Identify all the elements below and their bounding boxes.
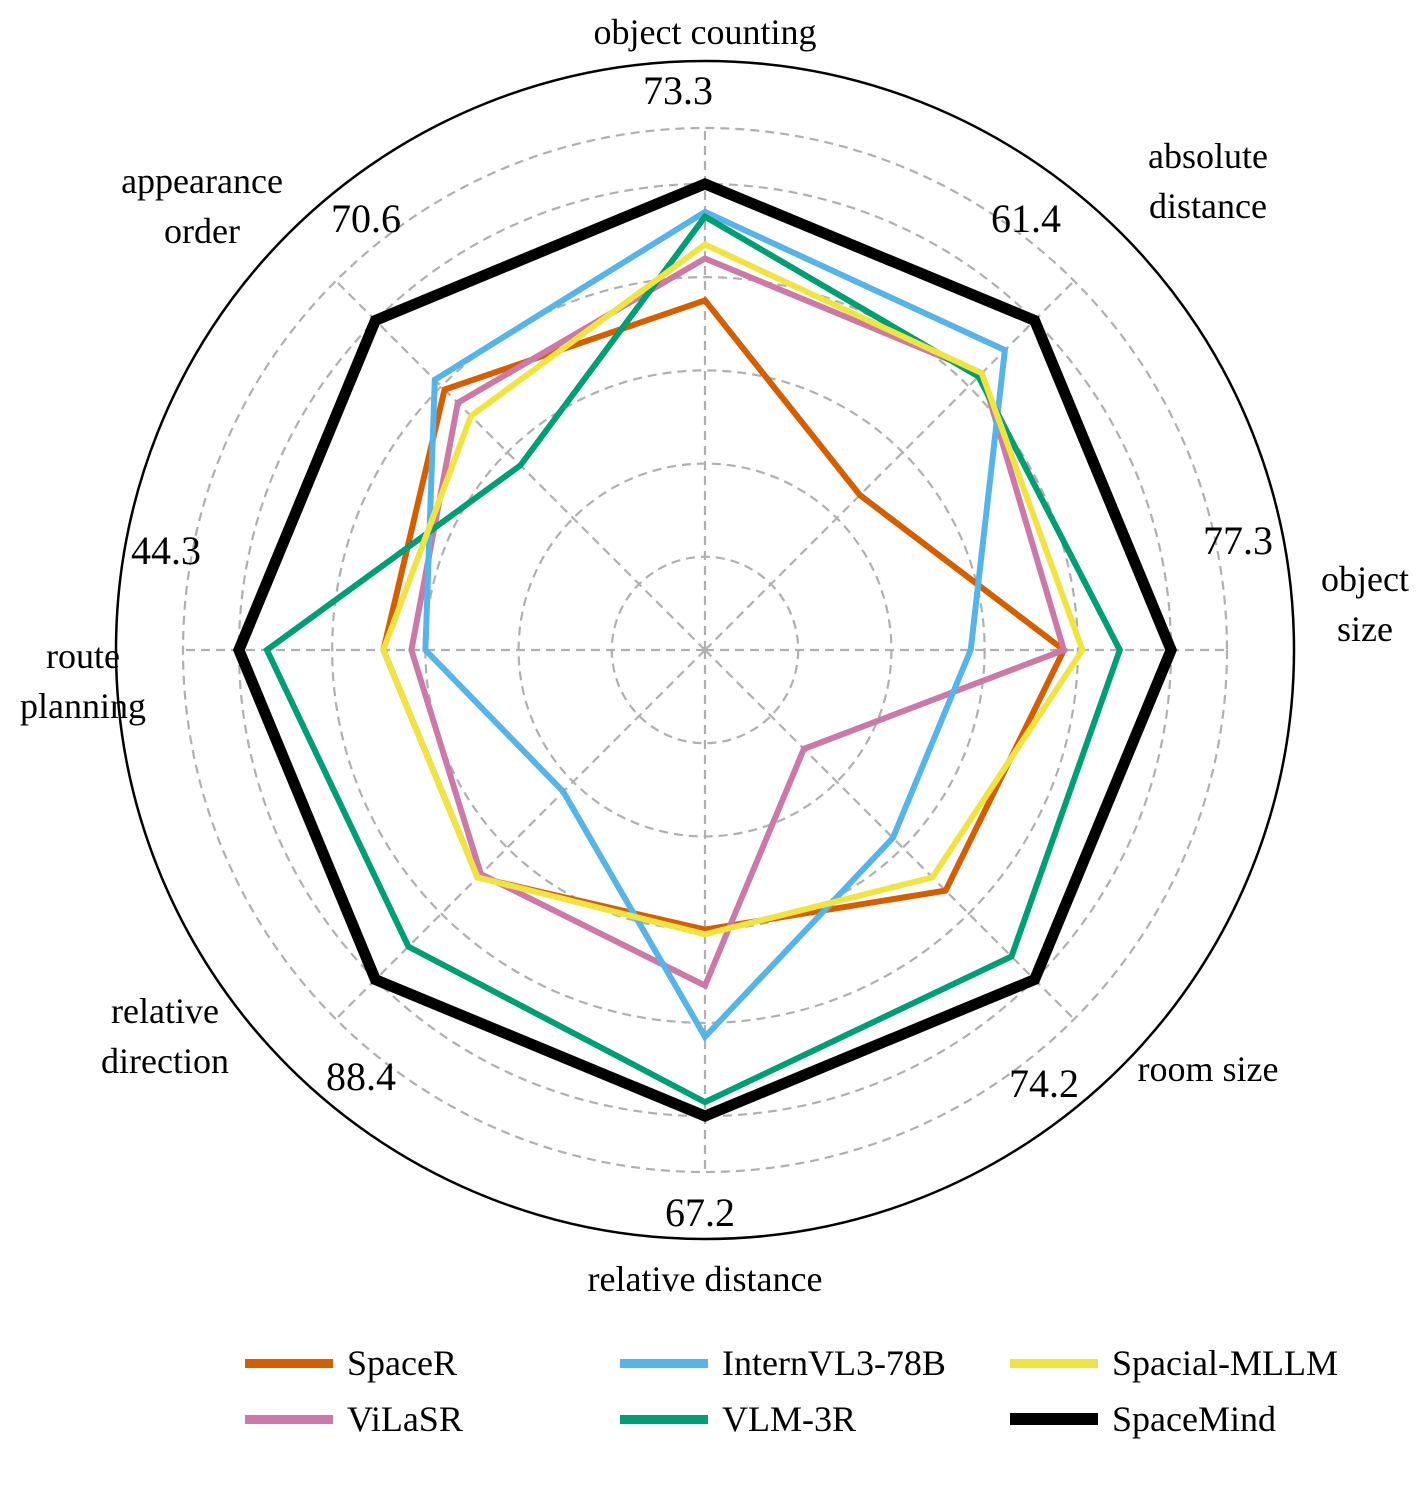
axis-label: relative distance [588, 1259, 823, 1299]
axis-spoke [704, 649, 1075, 1020]
axis-label-line: direction [101, 1041, 229, 1081]
radar-labels: 73.3 61.4 77.3 74.2 67.2 88.4 44.3 70.6 object c… [20, 12, 1409, 1299]
axis-label: absolute distance [1148, 136, 1268, 226]
axis-label-line: object counting [594, 12, 817, 52]
legend-item-internvl3-78b: InternVL3-78B [620, 1343, 1010, 1383]
series-vlm-3r [263, 212, 1124, 1106]
legend: SpaceR InternVL3-78B Spacial-MLLM ViLaSR VLM… [245, 1343, 1338, 1439]
peak-value-label: 70.6 [331, 196, 401, 241]
grid-circle [331, 276, 1079, 1024]
axis-spoke [335, 649, 706, 1020]
legend-swatch [1010, 1413, 1098, 1425]
legend-swatch [1010, 1358, 1098, 1368]
axis-spoke [704, 280, 1075, 651]
legend-swatch [245, 1414, 333, 1424]
axis-label: room size [1138, 1049, 1279, 1089]
axis-label-line: distance [1149, 186, 1267, 226]
series-spacer [380, 296, 1068, 933]
legend-label: Spacial-MLLM [1112, 1343, 1338, 1383]
legend-item-spacial-mllm: Spacial-MLLM [1010, 1343, 1338, 1383]
radar-series [232, 177, 1178, 1123]
axis-label-line: order [164, 211, 240, 251]
axis-label-line: room size [1138, 1049, 1279, 1089]
legend-item-vilasr: ViLaSR [245, 1399, 620, 1439]
legend-label: VLM-3R [722, 1399, 856, 1439]
legend-swatch [620, 1414, 708, 1424]
legend-label: SpaceR [347, 1343, 457, 1383]
legend-item-vlm-3r: VLM-3R [620, 1399, 1010, 1439]
axis-label: object counting [594, 12, 817, 52]
peak-value-label: 44.3 [131, 528, 201, 573]
peak-value-label: 67.2 [665, 1190, 735, 1235]
legend-label: SpaceMind [1112, 1399, 1276, 1439]
axis-label-line: relative [111, 991, 219, 1031]
legend-label: ViLaSR [347, 1399, 463, 1439]
series-spacemind [232, 177, 1178, 1123]
outer-frame [114, 59, 1296, 1241]
peak-value-label: 77.3 [1203, 518, 1273, 563]
axis-label: object size [1321, 559, 1409, 649]
axis-label-line: appearance [121, 161, 283, 201]
peak-value-label: 61.4 [991, 196, 1061, 241]
grid-circle [181, 126, 1229, 1174]
axis-label-line: route [46, 636, 120, 676]
axis-label-line: size [1337, 609, 1393, 649]
legend-label: InternVL3-78B [722, 1343, 946, 1383]
axis-label-line: object [1321, 559, 1409, 599]
axis-label-line: relative distance [588, 1259, 823, 1299]
axis-label: relative direction [101, 991, 229, 1081]
axis-label-line: planning [20, 686, 146, 726]
legend-swatch [245, 1358, 333, 1368]
legend-swatch [620, 1358, 708, 1368]
peak-value-label: 73.3 [643, 68, 713, 113]
legend-item-spacemind: SpaceMind [1010, 1399, 1276, 1439]
legend-item-spacer: SpaceR [245, 1343, 620, 1383]
peak-value-label: 88.4 [326, 1054, 396, 1099]
series-internvl3-78b [422, 208, 1009, 1042]
series-spacial-mllm [380, 241, 1086, 938]
axis-label: route planning [20, 636, 146, 726]
peak-value-label: 74.2 [1009, 1061, 1079, 1106]
radar-chart: 73.3 61.4 77.3 74.2 67.2 88.4 44.3 70.6 object c… [20, 12, 1409, 1299]
axis-label-line: absolute [1148, 136, 1268, 176]
axis-label: appearance order [121, 161, 283, 251]
